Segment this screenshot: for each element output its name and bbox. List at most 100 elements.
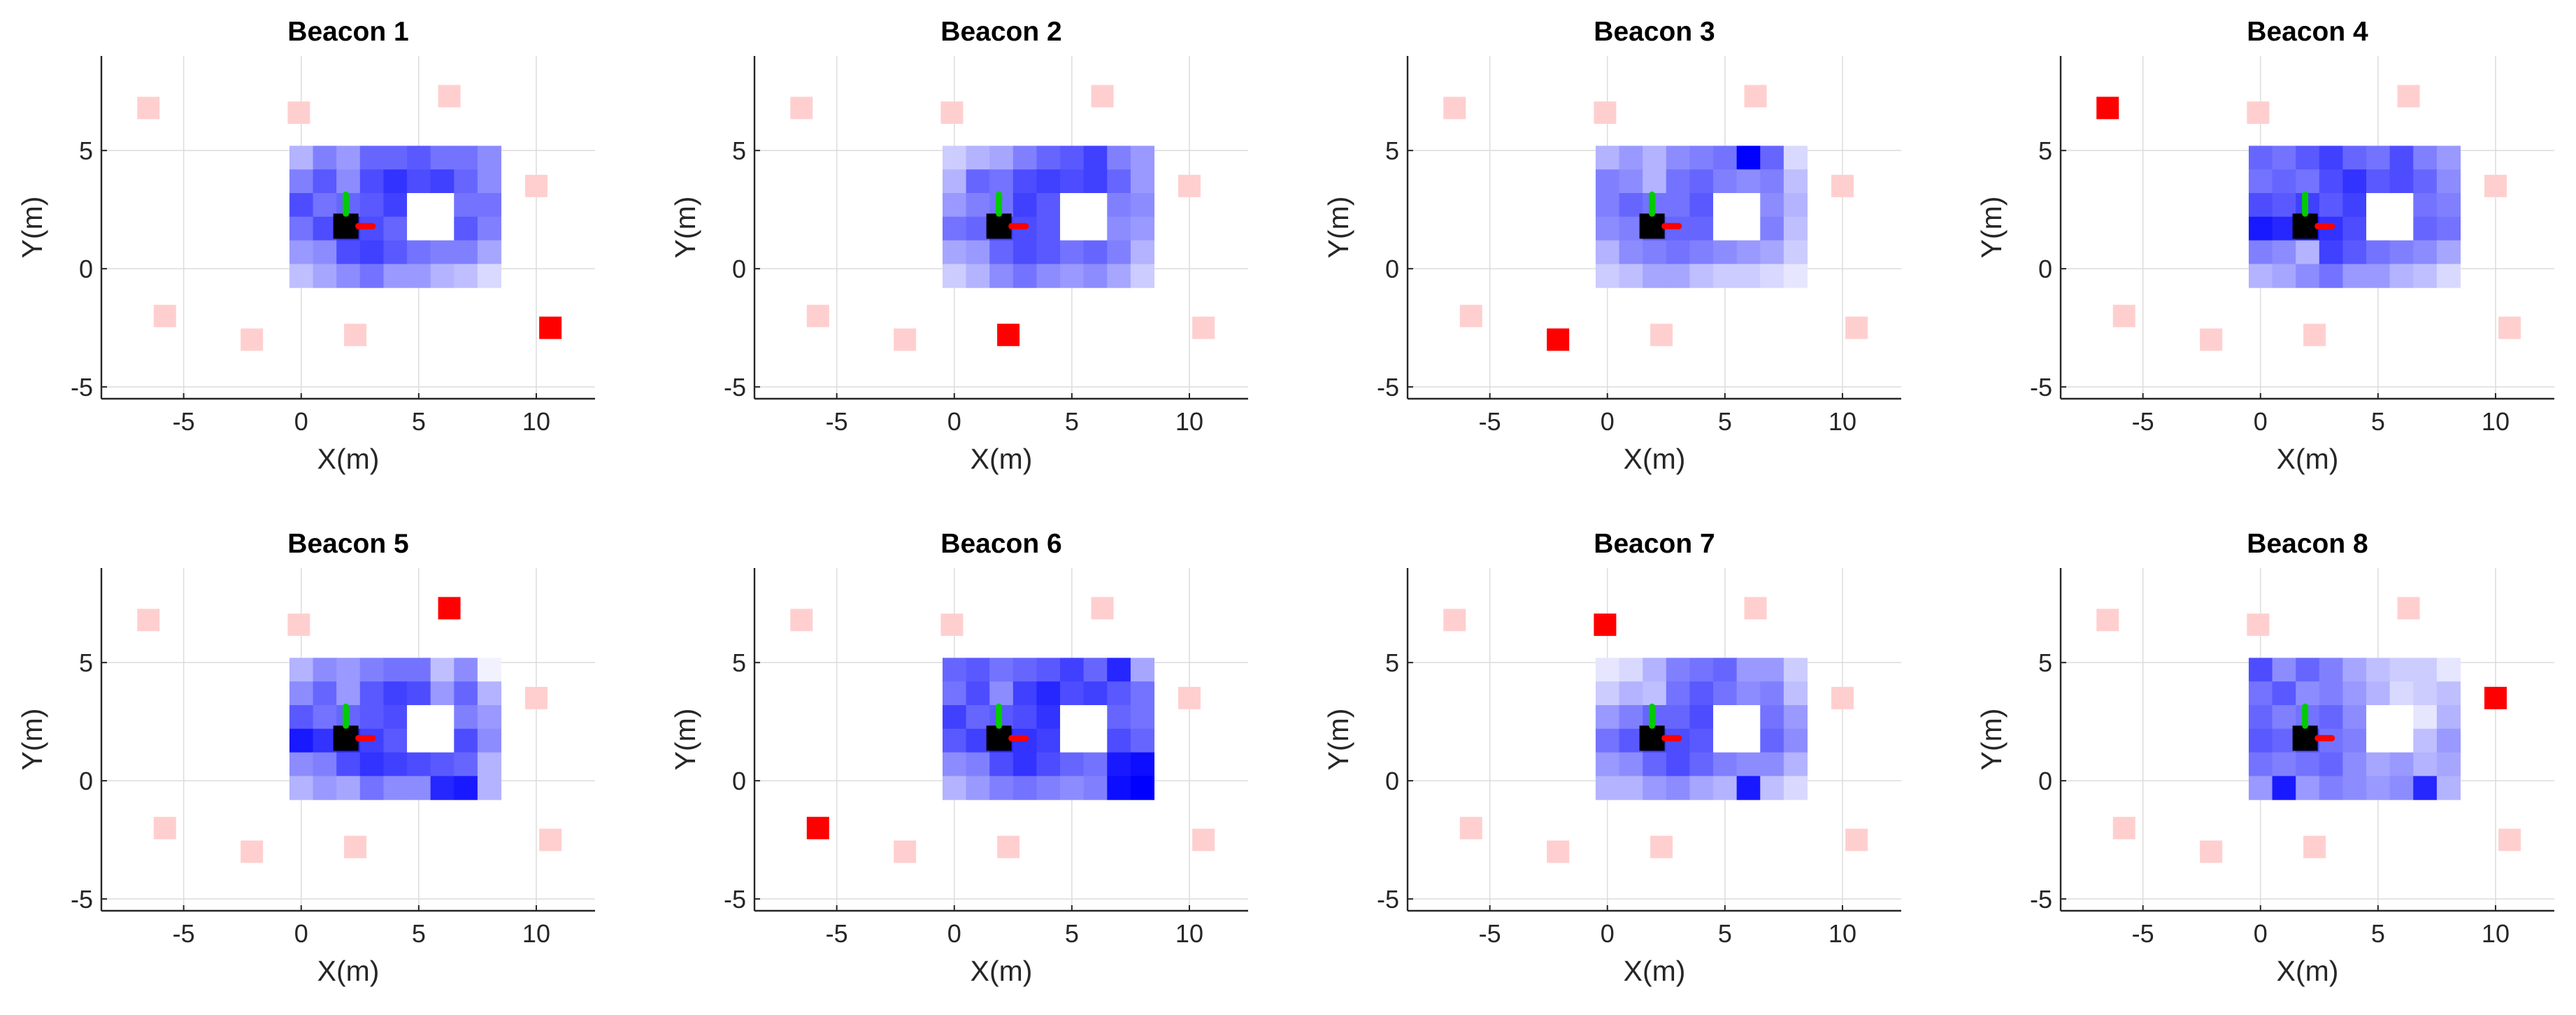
- beacon-marker: [438, 85, 461, 108]
- heat-cell: [1666, 658, 1690, 682]
- y-axis-label: Y(m): [16, 197, 48, 259]
- heat-cell: [1666, 752, 1690, 776]
- heat-cell: [942, 216, 967, 241]
- heat-cell: [2366, 193, 2391, 218]
- heat-cell: [2272, 216, 2296, 241]
- heat-cell: [2248, 728, 2273, 753]
- y-tick-label: -5: [2030, 885, 2052, 914]
- heat-cell: [430, 658, 455, 682]
- heat-cell: [1083, 264, 1108, 288]
- heat-cell: [2319, 240, 2343, 264]
- heat-cell: [2296, 264, 2320, 288]
- heat-cell: [1012, 681, 1037, 706]
- heat-cell: [2413, 264, 2438, 288]
- heat-cell: [383, 728, 408, 753]
- heat-cell: [2366, 264, 2391, 288]
- beacon-marker: [1091, 85, 1114, 108]
- heat-cell: [2436, 169, 2461, 194]
- heat-cell: [2319, 681, 2343, 706]
- heat-cell: [477, 169, 502, 194]
- heat-cell: [1666, 776, 1690, 800]
- robot-marker: [333, 213, 359, 239]
- y-axis-label: Y(m): [16, 709, 48, 771]
- y-tick-label: 5: [732, 136, 746, 165]
- beacon-marker: [940, 101, 964, 125]
- heat-cell: [1689, 145, 1714, 170]
- heat-cell: [313, 776, 337, 800]
- heat-cell: [1083, 145, 1108, 170]
- x-tick-label: 0: [294, 919, 308, 948]
- beacon-marker-active: [539, 316, 562, 339]
- beacon-marker: [153, 816, 176, 839]
- heat-cell: [1760, 776, 1784, 800]
- heat-cell: [1783, 216, 1808, 241]
- heat-cell: [477, 264, 502, 288]
- heat-cell: [1060, 658, 1085, 682]
- heat-cell: [383, 240, 408, 264]
- heat-cell: [1012, 776, 1037, 800]
- heat-cell: [989, 681, 1014, 706]
- heat-cell: [477, 145, 502, 170]
- heat-cell: [1036, 681, 1061, 706]
- heat-cell: [1130, 240, 1155, 264]
- heat-cell: [1736, 264, 1761, 288]
- heat-cell: [454, 681, 478, 706]
- beacon-marker: [344, 835, 367, 858]
- heat-cell: [966, 658, 990, 682]
- heat-cell: [2389, 240, 2414, 264]
- heat-cell: [1736, 752, 1761, 776]
- beacon-marker: [1594, 101, 1617, 125]
- heat-cell: [1036, 776, 1061, 800]
- heat-cell: [1783, 145, 1808, 170]
- heat-cell: [1130, 264, 1155, 288]
- heat-cell: [2296, 240, 2320, 264]
- heat-cell: [2389, 658, 2414, 682]
- heat-cell: [1595, 658, 1620, 682]
- x-tick-label: 10: [1175, 407, 1203, 436]
- x-tick-label: 0: [947, 919, 961, 948]
- heat-cell: [477, 240, 502, 264]
- subplot-beacon-6: -5 0 5 10 -5 0 5 Beacon 6 X(m) Y(m): [669, 529, 1248, 987]
- beacon-marker: [2200, 328, 2223, 351]
- heat-cell: [1783, 169, 1808, 194]
- heat-cell: [966, 264, 990, 288]
- heat-cell: [1060, 216, 1085, 241]
- heat-cell: [1036, 193, 1061, 218]
- heat-cell: [1107, 264, 1131, 288]
- x-tick-label: 10: [522, 407, 550, 436]
- heat-cell: [1107, 776, 1131, 800]
- heat-cell: [1130, 169, 1155, 194]
- heat-cell: [1736, 216, 1761, 241]
- x-tick-label: 0: [2254, 407, 2268, 436]
- x-tick-label: 10: [2482, 407, 2510, 436]
- heat-cell: [313, 216, 337, 241]
- heat-cell: [359, 752, 384, 776]
- heat-cell: [477, 752, 502, 776]
- heat-cell: [2413, 752, 2438, 776]
- heat-cell: [1689, 705, 1714, 730]
- heat-cell: [2413, 145, 2438, 170]
- heat-cell: [1036, 705, 1061, 730]
- y-axis-label: Y(m): [669, 709, 701, 771]
- heat-cell: [1619, 264, 1643, 288]
- robot-marker: [1639, 213, 1665, 239]
- beacon-marker: [894, 328, 917, 351]
- heat-cell: [1060, 728, 1085, 753]
- heat-cell: [1643, 169, 1667, 194]
- heat-cell: [2436, 776, 2461, 800]
- heat-cell: [1783, 705, 1808, 730]
- heat-cell: [313, 240, 337, 264]
- heat-cell: [1666, 169, 1690, 194]
- heat-cell: [1689, 169, 1714, 194]
- heat-cell: [1760, 658, 1784, 682]
- heat-cell: [1713, 728, 1738, 753]
- heat-cell: [1689, 681, 1714, 706]
- heat-cell: [2389, 169, 2414, 194]
- heat-cell: [942, 752, 967, 776]
- heat-cell: [2272, 145, 2296, 170]
- subplot-beacon-7: -5 0 5 10 -5 0 5 Beacon 7 X(m) Y(m): [1322, 529, 1901, 987]
- heat-cell: [2272, 776, 2296, 800]
- x-tick-label: -5: [173, 919, 195, 948]
- x-tick-label: 5: [1065, 407, 1079, 436]
